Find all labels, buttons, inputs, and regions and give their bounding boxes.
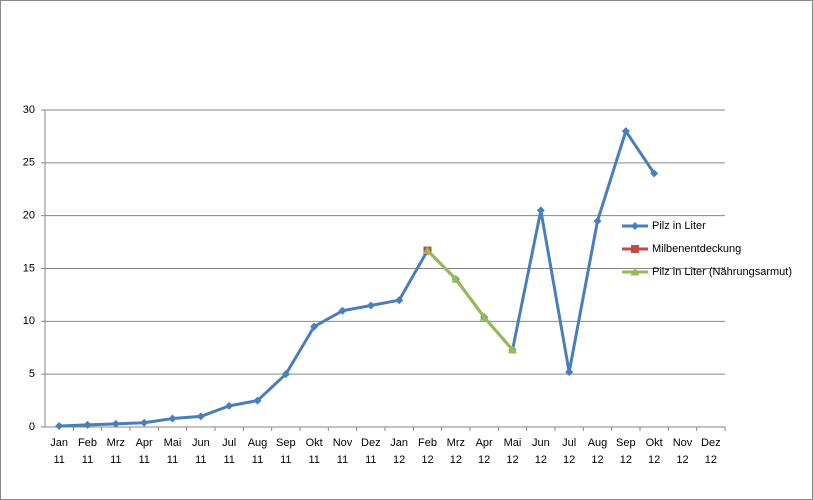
- x-tick-label: 11: [167, 454, 178, 466]
- x-tick-label: Dez: [361, 437, 381, 449]
- x-tick-label: Nov: [673, 437, 693, 449]
- y-tick-label: 30: [23, 104, 35, 116]
- x-tick-label: Mrz: [447, 437, 465, 449]
- data-point: [168, 414, 177, 423]
- x-tick-label: 12: [393, 454, 405, 466]
- y-tick-label: 20: [23, 210, 35, 222]
- x-tick-label: 11: [195, 454, 206, 466]
- x-tick-label: 12: [591, 454, 603, 466]
- x-tick-label: Jan: [50, 437, 68, 449]
- x-tick-label: Aug: [248, 437, 268, 449]
- x-tick-label: Dez: [701, 437, 721, 449]
- x-tick-label: Okt: [306, 437, 323, 449]
- x-tick-label: Apr: [476, 437, 493, 449]
- legend-label: Milbenentdeckung: [652, 243, 741, 255]
- x-tick-label: 11: [280, 454, 291, 466]
- x-tick-label: Mai: [164, 437, 182, 449]
- legend-label: Pilz in Liter (Nährungsarmut): [652, 266, 792, 278]
- data-point: [395, 296, 404, 305]
- x-tick-label: 11: [138, 454, 149, 466]
- x-tick-label: 12: [563, 454, 575, 466]
- data-point: [423, 246, 432, 255]
- x-tick-label: Sep: [276, 437, 296, 449]
- data-point: [225, 401, 234, 410]
- data-point: [536, 206, 545, 215]
- y-tick-label: 5: [29, 368, 35, 380]
- x-tick-label: Feb: [78, 437, 97, 449]
- x-tick-label: Jul: [222, 437, 236, 449]
- data-point: [83, 420, 92, 429]
- data-point: [565, 368, 574, 377]
- x-tick-label: 11: [252, 454, 263, 466]
- x-tick-label: 11: [365, 454, 376, 466]
- data-point: [479, 312, 489, 321]
- y-tick-label: 25: [23, 157, 35, 169]
- x-tick-label: 12: [676, 454, 688, 466]
- x-tick-label: Sep: [616, 437, 636, 449]
- x-tick-label: 12: [705, 454, 717, 466]
- legend-marker: [631, 245, 639, 253]
- x-tick-label: 12: [421, 454, 433, 466]
- x-tick-label: 11: [223, 454, 234, 466]
- data-point: [593, 216, 602, 225]
- x-tick-label: 11: [308, 454, 319, 466]
- x-tick-label: 12: [535, 454, 547, 466]
- x-tick-label: 12: [478, 454, 490, 466]
- x-tick-label: Aug: [588, 437, 608, 449]
- legend-marker: [630, 267, 640, 276]
- data-point: [310, 322, 319, 331]
- x-tick-label: Nov: [333, 437, 353, 449]
- x-tick-label: Jul: [562, 437, 576, 449]
- x-tick-label: 11: [337, 454, 348, 466]
- data-point: [451, 274, 461, 283]
- x-tick-label: 12: [506, 454, 518, 466]
- y-tick-label: 10: [23, 315, 35, 327]
- data-point: [55, 421, 64, 430]
- data-point: [650, 169, 659, 178]
- x-tick-label: 11: [82, 454, 93, 466]
- legend-label: Pilz in Liter: [652, 220, 706, 232]
- x-tick-label: 11: [110, 454, 121, 466]
- data-point: [196, 412, 205, 421]
- x-tick-label: 12: [450, 454, 462, 466]
- x-tick-label: Jun: [192, 437, 210, 449]
- x-tick-label: Okt: [646, 437, 663, 449]
- x-tick-label: Feb: [418, 437, 437, 449]
- y-tick-label: 15: [23, 262, 35, 274]
- x-tick-label: Mrz: [107, 437, 125, 449]
- data-point: [366, 301, 375, 310]
- x-tick-label: Apr: [136, 437, 153, 449]
- x-tick-label: 12: [648, 454, 660, 466]
- data-point: [281, 370, 290, 379]
- data-point: [508, 345, 517, 354]
- x-tick-label: Jun: [532, 437, 550, 449]
- x-tick-label: 12: [620, 454, 632, 466]
- y-tick-label: 0: [29, 421, 35, 433]
- data-point: [140, 418, 149, 427]
- series-line: [426, 249, 514, 351]
- data-point: [111, 419, 120, 428]
- x-tick-label: Mai: [504, 437, 522, 449]
- data-point: [621, 127, 630, 136]
- data-point: [338, 306, 347, 315]
- data-point: [253, 396, 262, 405]
- x-tick-label: 11: [53, 454, 64, 466]
- series-line: [59, 129, 656, 428]
- legend-marker: [631, 222, 639, 230]
- x-tick-label: Jan: [390, 437, 408, 449]
